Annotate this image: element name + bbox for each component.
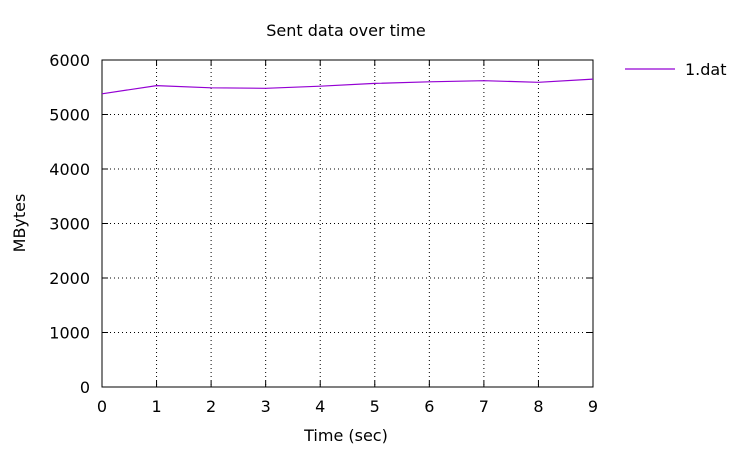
x-tick-label-6: 6 [424,397,434,416]
series-layer [101,78,594,95]
x-tick-label-9: 9 [588,397,598,416]
x-tick-label-1: 1 [151,397,161,416]
x-tick-label-0: 0 [97,397,107,416]
plot-area-border [101,59,594,388]
legend: 1.dat [625,60,727,79]
x-tick-label-5: 5 [370,397,380,416]
x-tick-label-4: 4 [315,397,325,416]
grid-lines [102,60,593,387]
y-tick-label-1000: 1000 [49,324,90,343]
y-axis-tick-labels: 0 1000 2000 3000 4000 5000 6000 [49,51,90,397]
x-tick-label-2: 2 [206,397,216,416]
series-line-1-dat [101,78,594,95]
x-axis-label: Time (sec) [303,426,388,445]
y-tick-label-2000: 2000 [49,269,90,288]
y-tick-label-5000: 5000 [49,106,90,125]
x-tick-label-7: 7 [479,397,489,416]
x-tick-label-8: 8 [533,397,543,416]
y-tick-label-4000: 4000 [49,160,90,179]
legend-label-1-dat: 1.dat [685,60,727,79]
x-tick-label-3: 3 [261,397,271,416]
y-tick-label-0: 0 [80,378,90,397]
y-tick-label-6000: 6000 [49,51,90,70]
x-axis-tick-labels: 0 1 2 3 4 5 6 7 8 9 [97,397,598,416]
y-axis-label: MBytes [10,194,29,253]
chart-title: Sent data over time [266,21,426,40]
y-tick-label-3000: 3000 [49,215,90,234]
axis-ticks [101,59,594,388]
